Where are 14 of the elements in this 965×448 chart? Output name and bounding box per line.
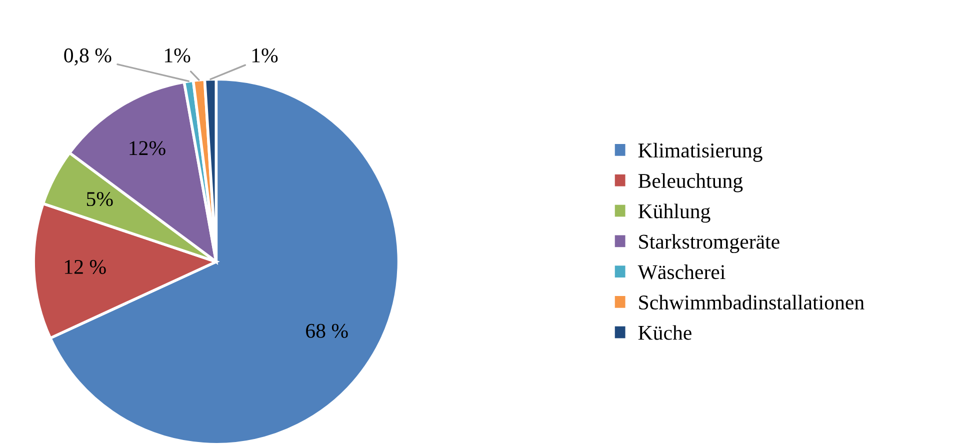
legend-label: Klimatisierung — [638, 142, 762, 162]
data-label: 1% — [164, 48, 190, 63]
data-label: 1% — [252, 48, 278, 63]
data-label: 12% — [130, 141, 166, 156]
legend-label: Schwimmbadinstallationen — [639, 294, 864, 310]
legend-label: Küche — [638, 325, 692, 340]
data-label: 5% — [86, 192, 113, 206]
data-label: 0,8 % — [64, 48, 112, 66]
legend-label: Wäscherei — [638, 264, 726, 280]
legend-label: Beleuchtung — [638, 173, 743, 192]
data-label: 12 % — [65, 260, 106, 274]
data-label: 68 % — [306, 324, 348, 338]
legend-label: Kühlung — [638, 204, 710, 223]
legend-label: Starkstromgeräte — [639, 234, 780, 254]
